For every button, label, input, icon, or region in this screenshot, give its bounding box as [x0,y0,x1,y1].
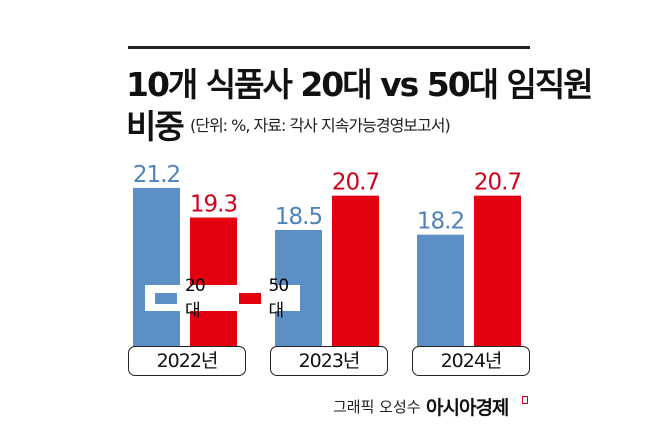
bar [474,195,521,347]
legend-label: 20대 [185,275,206,321]
bar [332,195,379,347]
chart-title-line2: 비중 [126,107,185,146]
chart-subtitle: (단위: %, 자료: 각사 지속가능경영보고서) [190,116,451,135]
graphic-credit: 그래픽 오성수 [333,398,421,416]
legend: 20대 50대 [145,276,300,321]
category-label: 2023년 [270,346,388,376]
chart-title: 10개 식품사 20대 vs 50대 임직원 [126,65,594,104]
bar [417,234,464,347]
data-label: 20.7 [332,170,379,196]
legend-swatch-50s [238,292,261,304]
data-label: 20.7 [474,170,521,196]
data-label: 19.3 [190,192,237,218]
legend-swatch-20s [155,292,178,304]
data-label: 21.2 [133,162,180,188]
top-rule [128,46,530,49]
brand-mark-icon [522,396,528,404]
category-label: 2024년 [412,346,530,376]
brand-logo: 아시아경제 [426,397,509,419]
category-label: 2022년 [128,346,246,376]
data-label: 18.5 [275,204,322,230]
legend-label: 50대 [268,275,290,321]
bar [133,187,180,347]
data-label: 18.2 [417,209,464,235]
bar [190,217,237,347]
